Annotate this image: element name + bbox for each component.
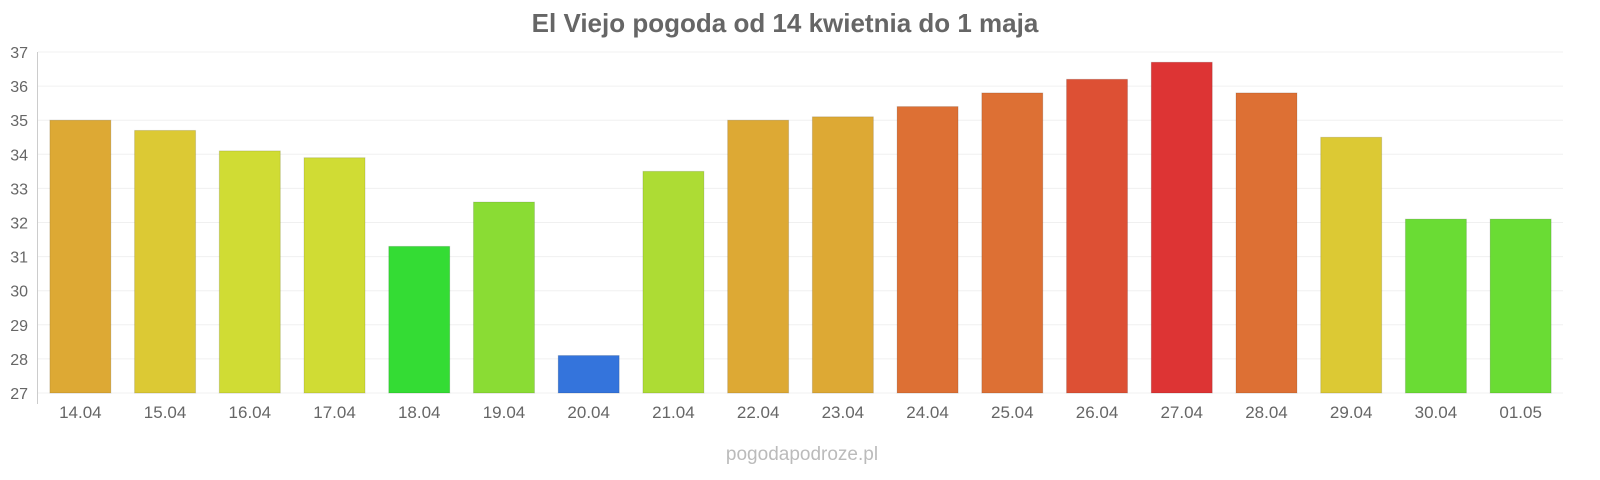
bar-27.04 xyxy=(1150,61,1213,394)
bar-30.04 xyxy=(1404,218,1467,394)
x-axis: 14.04 15.04 16.04 17.04 18.04 19.04 20.04 21.04… xyxy=(59,403,1542,422)
credit-text: pogodapodroze.pl xyxy=(726,444,878,465)
bar-17.04 xyxy=(303,157,366,394)
bar-15.04 xyxy=(134,129,197,394)
bar-25.04 xyxy=(981,92,1044,394)
x-tick-label: 15.04 xyxy=(144,403,187,422)
y-tick-label: 37 xyxy=(10,45,28,62)
gridlines xyxy=(38,51,1563,394)
x-tick-label: 24.04 xyxy=(906,403,949,422)
y-axis: 27 28 29 30 31 32 33 34 35 36 37 xyxy=(10,45,28,403)
x-tick-label: 21.04 xyxy=(652,403,695,422)
x-tick-label: 19.04 xyxy=(483,403,526,422)
bar-26.04 xyxy=(1066,78,1129,394)
x-tick-label: 26.04 xyxy=(1076,403,1119,422)
y-tick-label: 28 xyxy=(10,352,28,369)
chart-title: El Viejo pogoda od 14 kwietnia do 1 maja xyxy=(532,8,1039,38)
x-tick-label: 14.04 xyxy=(59,403,102,422)
y-tick-label: 33 xyxy=(10,181,28,198)
bar-18.04 xyxy=(388,245,451,394)
bar-01.05 xyxy=(1489,218,1552,394)
bar-19.04 xyxy=(472,201,535,394)
x-tick-label: 25.04 xyxy=(991,403,1034,422)
y-tick-label: 34 xyxy=(10,147,28,164)
bar-14.04 xyxy=(49,119,112,394)
bar-20.04 xyxy=(557,354,620,394)
bar-21.04 xyxy=(642,170,705,394)
x-tick-label: 17.04 xyxy=(313,403,356,422)
y-tick-label: 30 xyxy=(10,284,28,301)
y-tick-label: 29 xyxy=(10,318,28,335)
x-tick-label: 20.04 xyxy=(567,403,610,422)
bar-24.04 xyxy=(896,106,959,394)
y-tick-label: 32 xyxy=(10,216,28,233)
y-tick-label: 27 xyxy=(10,386,28,403)
bar-16.04 xyxy=(218,150,281,394)
x-tick-label: 29.04 xyxy=(1330,403,1373,422)
bar-28.04 xyxy=(1235,92,1298,394)
x-tick-label: 28.04 xyxy=(1245,403,1288,422)
bar-22.04 xyxy=(727,119,790,394)
x-tick-label: 23.04 xyxy=(822,403,865,422)
bar-23.04 xyxy=(811,116,874,394)
bar-29.04 xyxy=(1320,136,1383,394)
x-tick-label: 18.04 xyxy=(398,403,441,422)
x-tick-label: 30.04 xyxy=(1415,403,1458,422)
x-tick-label: 01.05 xyxy=(1499,403,1542,422)
x-tick-label: 16.04 xyxy=(229,403,272,422)
x-tick-label: 22.04 xyxy=(737,403,780,422)
y-tick-label: 35 xyxy=(10,113,28,130)
y-tick-label: 36 xyxy=(10,79,28,96)
y-tick-label: 31 xyxy=(10,250,28,267)
x-tick-label: 27.04 xyxy=(1160,403,1203,422)
bars xyxy=(49,61,1552,394)
